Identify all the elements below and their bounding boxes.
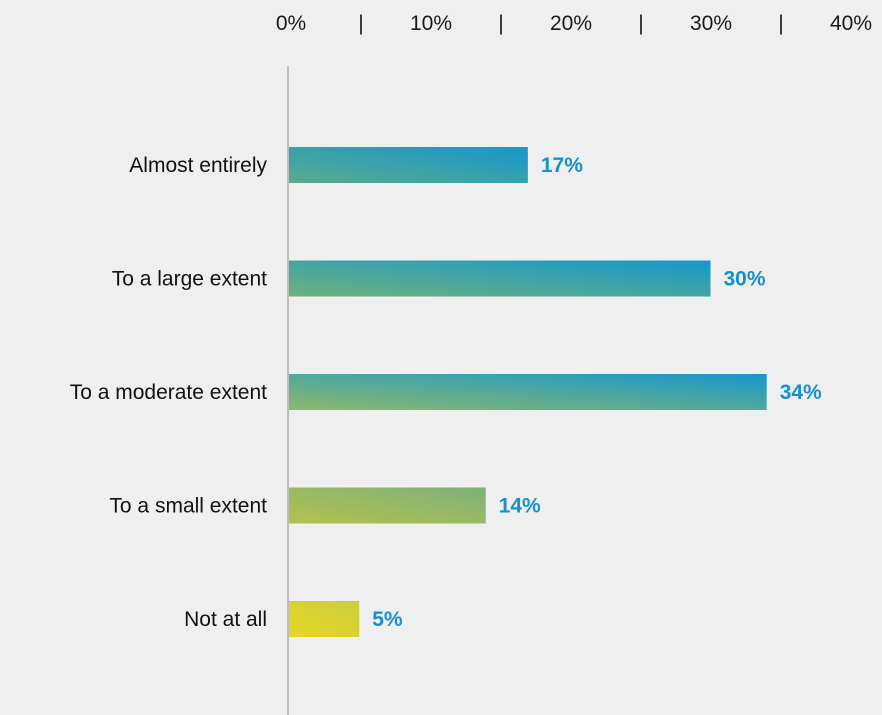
bar <box>289 487 486 524</box>
x-tick-label: 0% <box>276 12 306 35</box>
x-tick-label: 40% <box>830 12 872 35</box>
bar <box>289 601 360 637</box>
value-label: 30% <box>724 268 766 291</box>
x-tick-separator: | <box>638 12 643 35</box>
value-labels: 17% 30% 34% 14% 5% <box>372 154 822 631</box>
x-tick-label: 10% <box>410 12 452 35</box>
x-tick-separator: | <box>778 12 783 35</box>
category-label: To a small extent <box>109 495 267 518</box>
value-label: 17% <box>541 154 583 177</box>
value-label: 5% <box>372 608 403 631</box>
category-label: Not at all <box>184 608 267 631</box>
category-label: To a moderate extent <box>70 381 267 404</box>
value-label: 14% <box>499 495 541 518</box>
bar <box>289 260 711 297</box>
category-label: Almost entirely <box>129 154 267 177</box>
value-label: 34% <box>780 381 822 404</box>
x-tick-label: 30% <box>690 12 732 35</box>
x-axis-ticks: 0% | 10% | 20% | 30% | 40% <box>276 12 872 35</box>
x-tick-separator: | <box>498 12 503 35</box>
x-tick-separator: | <box>358 12 363 35</box>
category-label: To a large extent <box>112 268 267 291</box>
bars <box>289 147 767 637</box>
category-labels: Almost entirely To a large extent To a mod… <box>70 154 268 631</box>
x-tick-label: 20% <box>550 12 592 35</box>
bar <box>289 374 767 410</box>
bar <box>289 147 528 183</box>
